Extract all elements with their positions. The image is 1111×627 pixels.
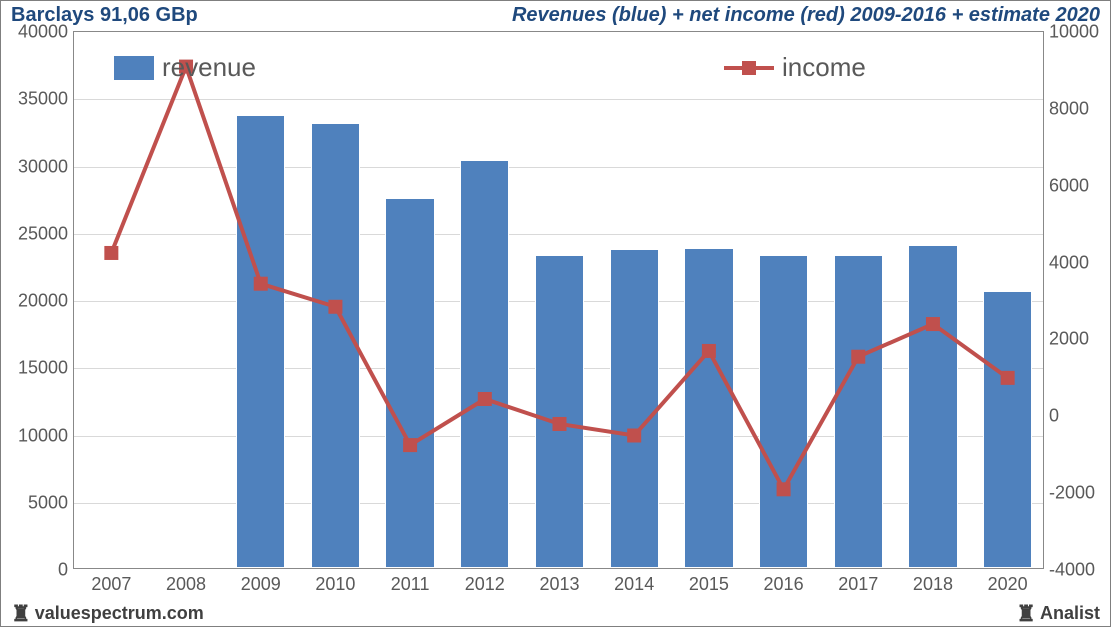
income-marker [403,438,417,452]
plot-area: 0500010000150002000025000300003500040000… [73,31,1044,569]
y-right-tick-label: 8000 [1049,98,1109,119]
x-tick-label: 2010 [315,574,355,595]
income-marker [328,300,342,314]
income-marker [254,277,268,291]
x-tick-label: 2014 [614,574,654,595]
rook-icon: ♜ [1016,603,1036,625]
y-right-tick-label: 4000 [1049,252,1109,273]
y-right-tick-label: -2000 [1049,483,1109,504]
x-tick-label: 2016 [764,574,804,595]
legend-swatch-line [724,66,774,70]
chart-footer: ♜valuespectrum.com ♜Analist [1,598,1110,626]
x-tick-label: 2012 [465,574,505,595]
legend-label: revenue [162,52,256,83]
y-left-tick-label: 40000 [8,22,68,43]
legend-income: income [724,52,866,83]
y-left-tick-label: 5000 [8,492,68,513]
x-tick-label: 2013 [539,574,579,595]
x-tick-label: 2009 [241,574,281,595]
y-left-tick-label: 25000 [8,223,68,244]
legend-marker [742,61,756,75]
footer-right: ♜Analist [1016,601,1100,624]
y-right-tick-label: -4000 [1049,560,1109,581]
y-right-tick-label: 6000 [1049,175,1109,196]
y-right-tick-label: 0 [1049,406,1109,427]
y-left-tick-label: 15000 [8,358,68,379]
legend-swatch-bar [114,56,154,80]
y-left-tick-label: 20000 [8,291,68,312]
footer-left: ♜valuespectrum.com [11,601,204,624]
income-marker [702,344,716,358]
x-tick-label: 2008 [166,574,206,595]
y-left-tick-label: 35000 [8,89,68,110]
y-right-tick-label: 10000 [1049,22,1109,43]
x-tick-label: 2017 [838,574,878,595]
income-marker [777,482,791,496]
x-tick-label: 2020 [988,574,1028,595]
income-marker [478,392,492,406]
legend-revenue: revenue [114,52,256,83]
income-marker [1001,371,1015,385]
footer-right-text: Analist [1040,603,1100,623]
legend-label: income [782,52,866,83]
income-marker [851,350,865,364]
rook-icon: ♜ [11,603,31,625]
y-left-tick-label: 30000 [8,156,68,177]
income-marker [627,429,641,443]
x-tick-label: 2015 [689,574,729,595]
income-marker [553,417,567,431]
x-tick-label: 2007 [91,574,131,595]
x-tick-label: 2018 [913,574,953,595]
y-left-tick-label: 0 [8,560,68,581]
line-layer [74,0,1045,570]
income-marker [926,317,940,331]
x-tick-label: 2011 [391,574,430,595]
y-right-tick-label: 2000 [1049,329,1109,350]
income-marker [104,246,118,260]
footer-left-text: valuespectrum.com [35,603,204,623]
y-left-tick-label: 10000 [8,425,68,446]
chart-root: Barclays 91,06 GBp Revenues (blue) + net… [0,0,1111,627]
